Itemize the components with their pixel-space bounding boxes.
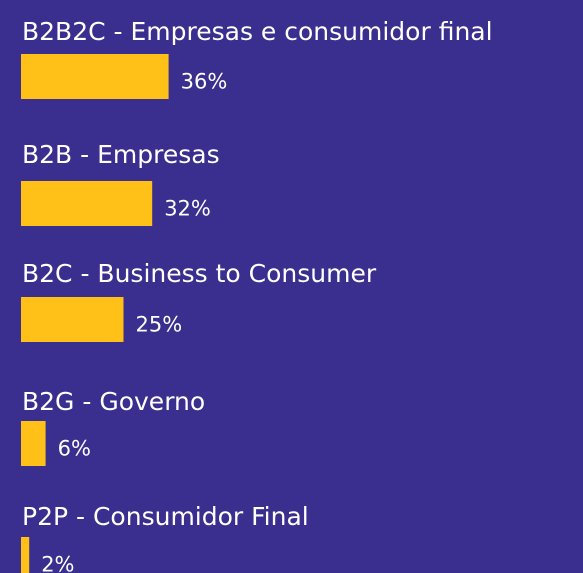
bar <box>21 297 124 342</box>
bar <box>21 421 46 466</box>
category-label: B2C - Business to Consumer <box>22 259 377 288</box>
value-label: 32% <box>164 197 211 221</box>
value-label: 6% <box>58 437 91 461</box>
category-label: B2G - Governo <box>22 387 205 416</box>
bar <box>21 54 169 99</box>
bar <box>21 181 153 226</box>
value-label: 25% <box>136 313 183 337</box>
category-label: B2B - Empresas <box>22 140 220 169</box>
category-label: B2B2C - Empresas e consumidor final <box>22 17 493 46</box>
bar <box>21 537 30 573</box>
category-label: P2P - Consumidor Final <box>22 502 309 531</box>
value-label: 36% <box>181 70 228 94</box>
value-label: 2% <box>41 553 74 573</box>
